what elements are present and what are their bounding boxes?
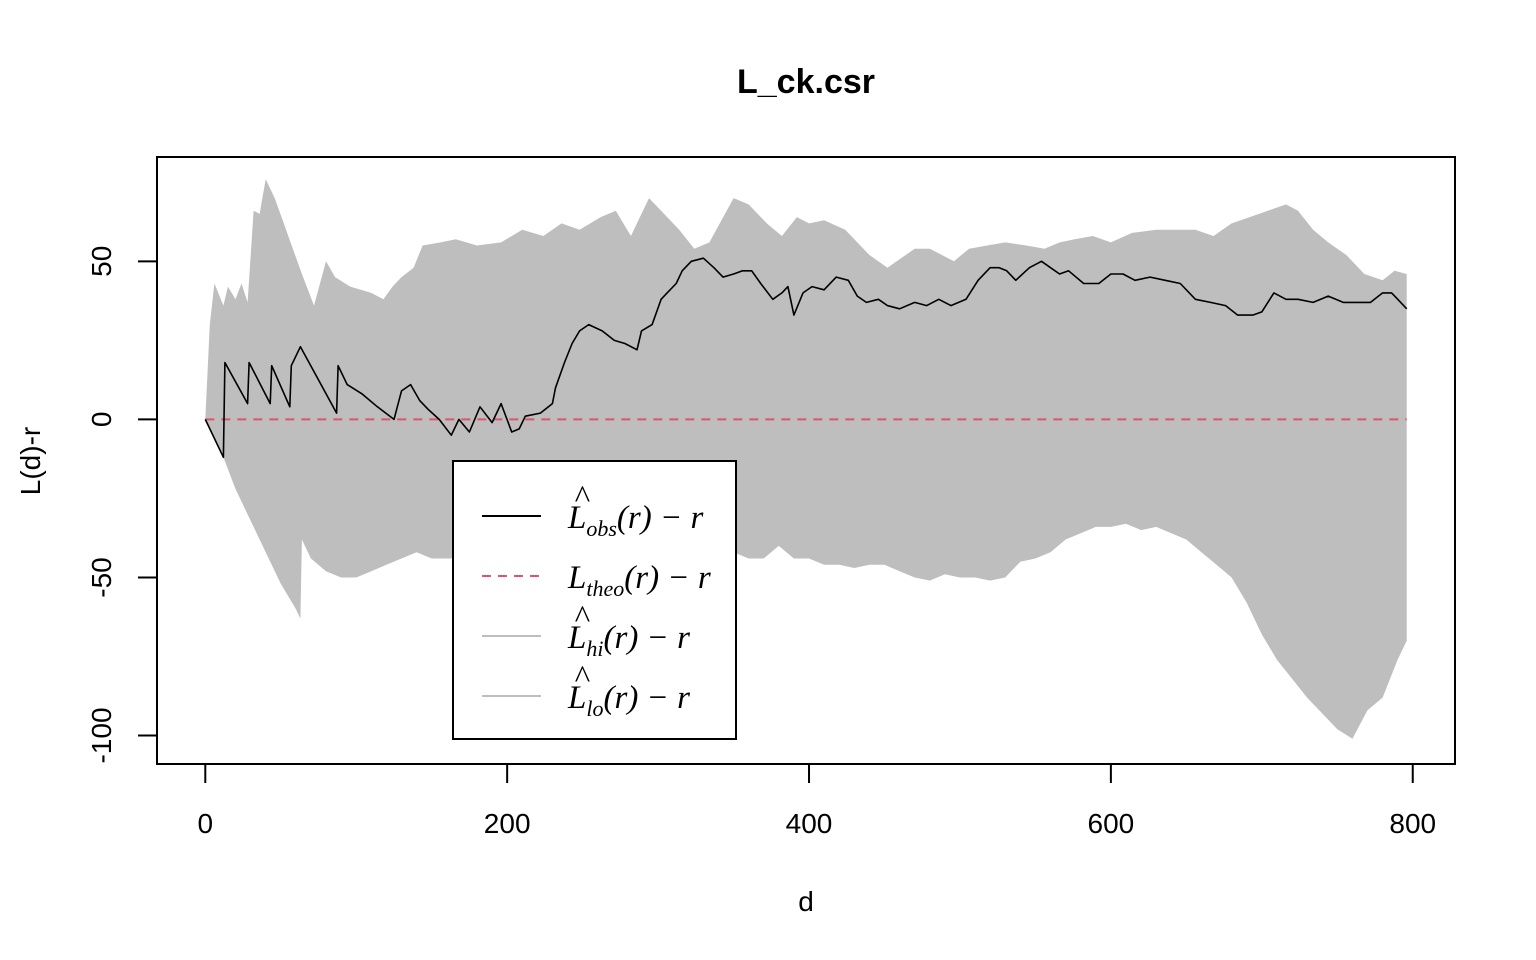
legend-label: Lhi(r) − r — [567, 620, 690, 661]
legend-hat: ^ — [574, 480, 590, 516]
chart-title: L_ck.csr — [737, 63, 875, 101]
y-tick-label: -100 — [86, 707, 117, 763]
legend-label: Llo(r) − r — [567, 680, 690, 721]
y-tick-label: 50 — [86, 246, 117, 277]
legend-hat: ^ — [574, 600, 590, 636]
x-tick-label: 800 — [1389, 808, 1436, 839]
envelope-band — [205, 179, 1407, 739]
envelope-layer — [205, 179, 1407, 739]
legend-label: Lobs(r) − r — [567, 500, 704, 541]
legend-label: Ltheo(r) − r — [567, 560, 711, 601]
y-tick-label: -50 — [86, 557, 117, 597]
lines-layer — [204, 257, 1408, 459]
x-tick-label: 0 — [198, 808, 214, 839]
y-tick-label: 0 — [86, 412, 117, 428]
x-tick-label: 200 — [484, 808, 531, 839]
x-axis-label: d — [798, 886, 814, 917]
x-tick-label: 400 — [786, 808, 833, 839]
x-tick-label: 600 — [1088, 808, 1135, 839]
y-axis-label: L(d)-r — [15, 427, 46, 495]
obs-line — [204, 257, 1408, 459]
y-axis: -100 -50 0 50 — [86, 246, 158, 764]
legend-hat: ^ — [574, 660, 590, 696]
legend-box — [452, 460, 737, 740]
x-axis: 0 200 400 600 800 — [198, 763, 1436, 839]
